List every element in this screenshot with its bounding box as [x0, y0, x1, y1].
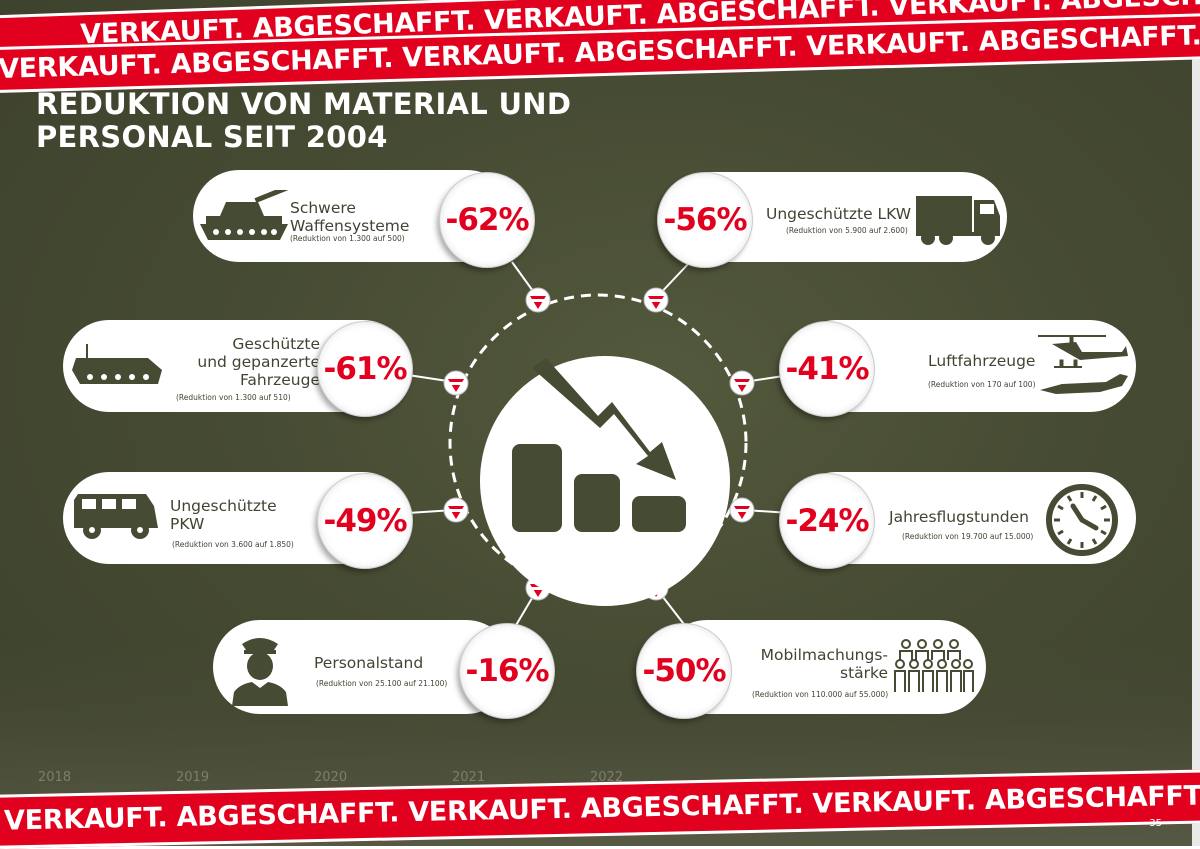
sub-heavy-weapons: (Reduktion von 1.300 auf 500) [290, 234, 405, 243]
pct-mobilization: -50% [637, 624, 731, 718]
label-trucks: Ungeschützte LKW [766, 205, 912, 223]
title-line-1: REDUKTION VON MATERIAL UND [36, 87, 572, 121]
pct-trucks: -56% [658, 173, 752, 267]
pct-armored: -61% [318, 322, 412, 416]
aircraft-icon [1038, 335, 1128, 394]
sub-aircraft: (Reduktion von 170 auf 100) [928, 380, 1036, 389]
year-label: 2018 [38, 770, 72, 785]
label-flight-hours: Jahresflugstunden [889, 508, 1029, 526]
tank-icon [200, 190, 288, 240]
page-number: 35 [1149, 818, 1162, 829]
pct-personnel: -16% [460, 624, 554, 718]
year-label: 2021 [452, 770, 486, 785]
label-mobilization: Mobilmachungs-stärke [760, 646, 888, 682]
pct-flight-hours: -24% [780, 474, 874, 568]
austria-markers [443, 287, 755, 601]
sub-mobilization: (Reduktion von 110.000 auf 55.000) [752, 690, 889, 699]
pct-cars: -49% [318, 474, 412, 568]
sub-flight-hours: (Reduktion von 19.700 auf 15.000) [902, 532, 1034, 541]
decline-chart-icon [480, 356, 730, 606]
sub-trucks: (Reduktion von 5.900 auf 2.600) [786, 226, 908, 235]
armored-vehicle-icon [72, 344, 162, 384]
label-cars: Ungeschützte PKW [170, 497, 277, 533]
pct-heavy-weapons: -62% [440, 173, 534, 267]
page-title: REDUKTION VON MATERIAL UND PERSONAL SEIT… [36, 88, 571, 154]
label-aircraft: Luftfahrzeuge [928, 352, 1036, 370]
label-armored: Geschützte und gepanzerte Fahrzeuge [197, 335, 320, 389]
title-line-2: PERSONAL SEIT 2004 [36, 120, 388, 154]
crowd-icon [894, 639, 974, 692]
pct-aircraft: -41% [780, 322, 874, 416]
label-personnel: Personalstand [314, 654, 424, 672]
sub-personnel: (Reduktion von 25.100 auf 21.100) [316, 679, 448, 688]
clock-icon [1046, 484, 1118, 556]
sub-armored: (Reduktion von 1.300 auf 510) [176, 393, 291, 402]
soldier-icon [232, 638, 288, 706]
label-heavy-weapons: Schwere Waffensysteme [290, 199, 410, 235]
year-label: 2020 [314, 770, 348, 785]
sub-cars: (Reduktion von 3.600 auf 1.850) [172, 540, 294, 549]
jeep-icon [74, 494, 158, 539]
page-edge [1192, 0, 1200, 846]
year-label: 2019 [176, 770, 210, 785]
truck-icon [916, 196, 1000, 245]
